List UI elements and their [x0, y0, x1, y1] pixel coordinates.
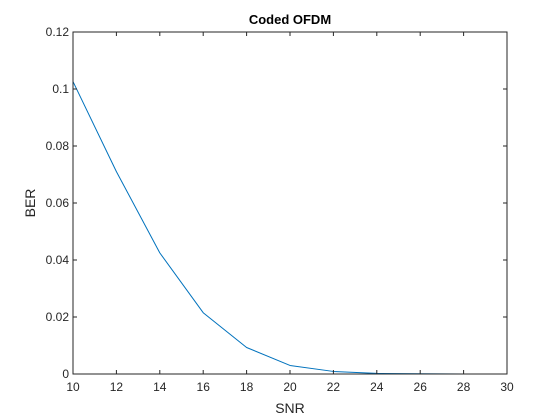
x-tick-label: 22: [327, 380, 341, 394]
y-tick-label: 0.1: [52, 82, 69, 96]
x-tick-label: 12: [110, 380, 124, 394]
y-tick-label: 0.02: [46, 310, 70, 324]
x-tick-label: 14: [153, 380, 167, 394]
y-tick-label: 0.08: [46, 139, 70, 153]
y-tick-label: 0.04: [46, 253, 70, 267]
x-tick-label: 16: [197, 380, 211, 394]
x-tick-label: 10: [66, 380, 80, 394]
x-tick-label: 28: [457, 380, 471, 394]
x-tick-label: 18: [240, 380, 254, 394]
ticks-layer: 10 12 14 16 18 20 22 24 26 28 30 0 0.02 0.04 0.06 0.08 0…: [46, 25, 514, 394]
x-tick-label: 20: [283, 380, 297, 394]
y-axis-label: BER: [22, 189, 38, 218]
x-tick-label: 26: [414, 380, 428, 394]
x-tick-label: 30: [500, 380, 514, 394]
y-tick-label: 0: [62, 367, 69, 381]
plot-background: [73, 32, 507, 374]
chart-title: Coded OFDM: [249, 12, 331, 27]
y-tick-label: 0.12: [46, 25, 70, 39]
x-tick-label: 24: [370, 380, 384, 394]
y-tick-label: 0.06: [46, 196, 70, 210]
x-axis-label: SNR: [275, 400, 305, 416]
